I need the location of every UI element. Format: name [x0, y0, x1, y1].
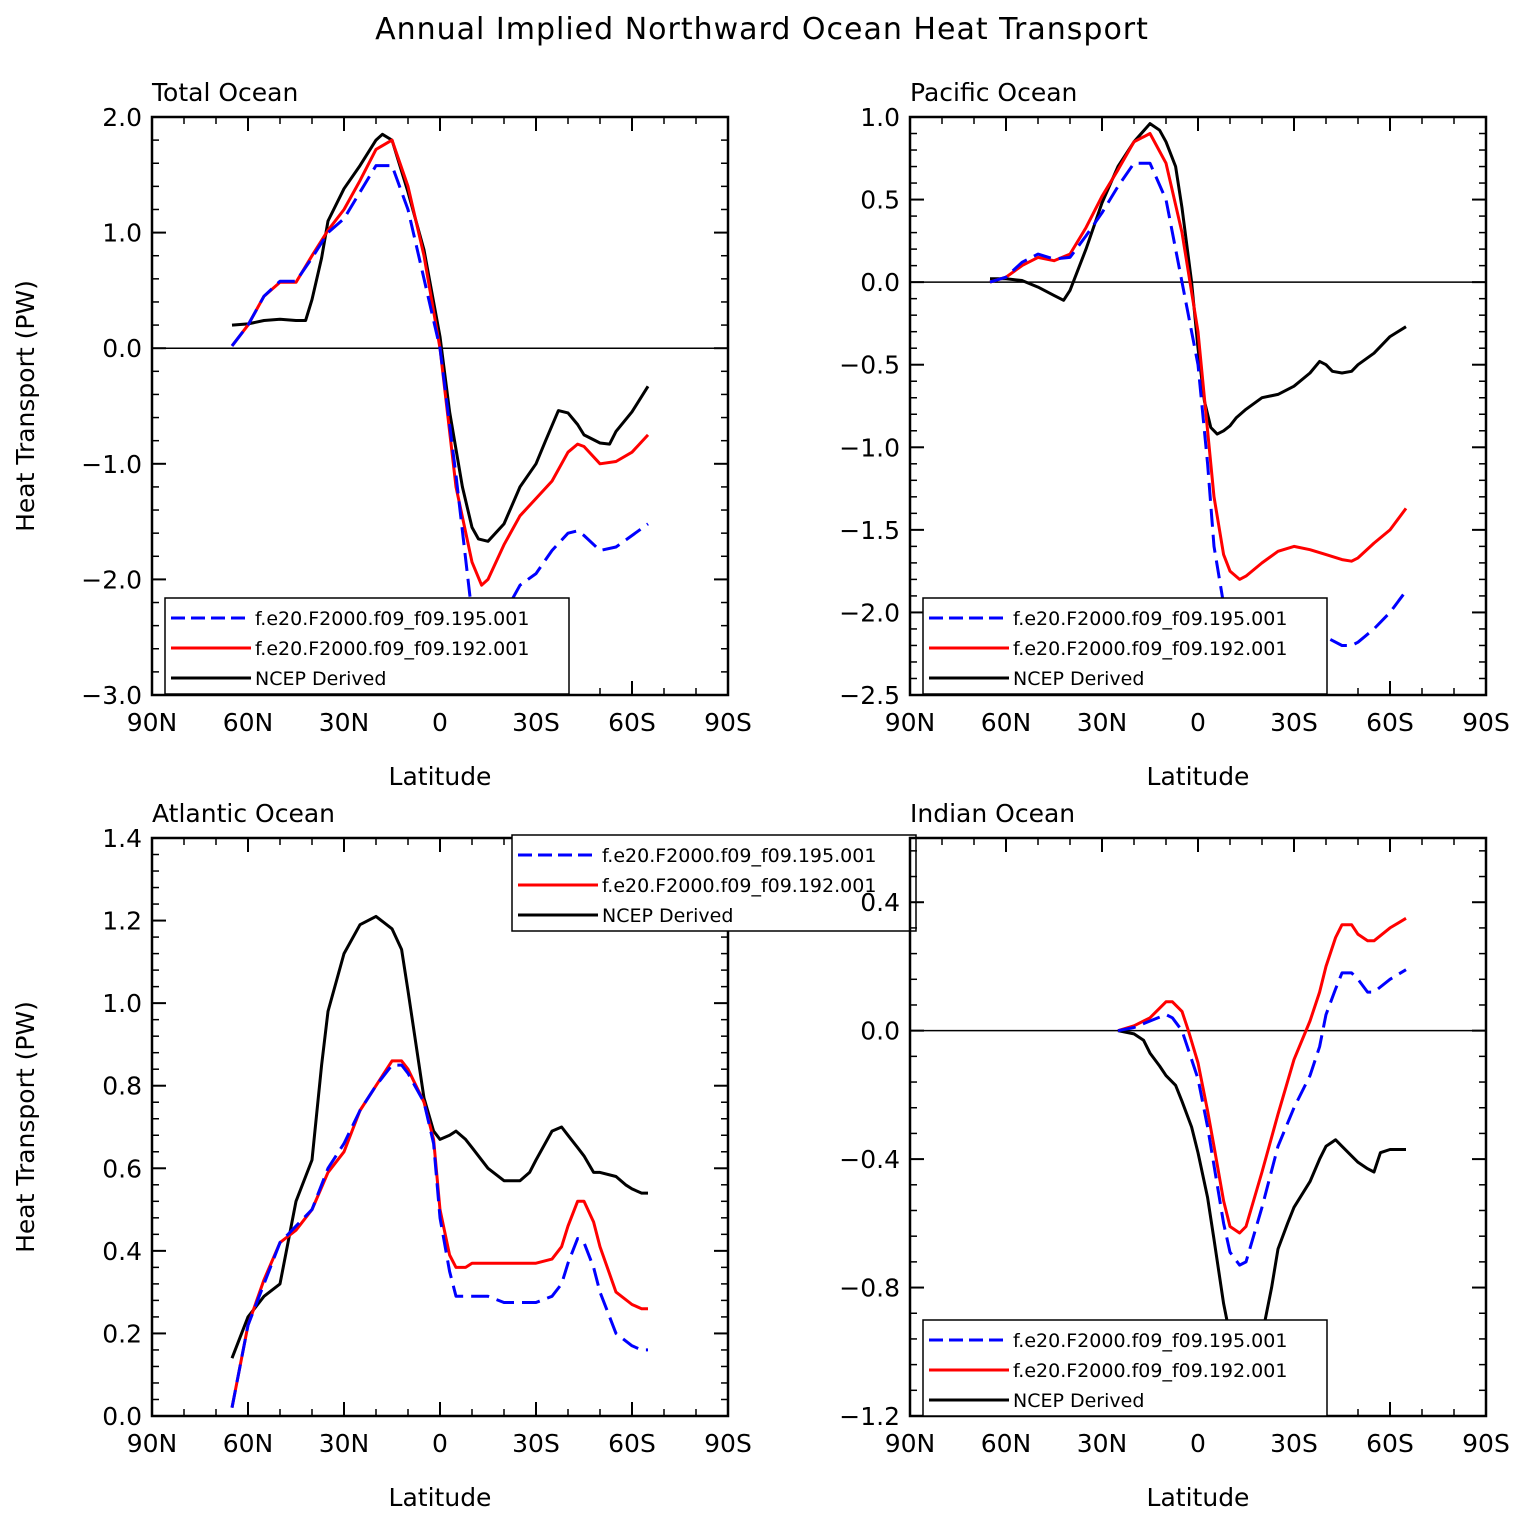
legend-label: f.e20.F2000.f09_f09.192.001	[1013, 638, 1287, 660]
x-tick-label: 90N	[127, 1429, 178, 1458]
main-title: Annual Implied Northward Ocean Heat Tran…	[375, 12, 1149, 47]
y-axis-label: Heat Transport (PW)	[11, 1001, 40, 1253]
series-line-2	[1117, 917, 1407, 1235]
x-tick-label: 60N	[981, 1429, 1032, 1458]
x-axis-label: Latitude	[1147, 762, 1250, 791]
x-tick-label: 90S	[1462, 708, 1510, 737]
y-tick-label: 0.5	[860, 186, 900, 215]
series-line-3	[1117, 1029, 1406, 1370]
legend: f.e20.F2000.f09_f09.195.001 f.e20.F2000.f…	[164, 597, 570, 695]
x-tick-label: 30S	[1270, 1429, 1318, 1458]
y-tick-label: 0.0	[860, 1017, 900, 1046]
y-tick-label: −0.8	[839, 1274, 900, 1303]
y-axis-label: Heat Transport (PW)	[11, 280, 40, 532]
legend: f.e20.F2000.f09_f09.195.001 f.e20.F2000.f…	[922, 1319, 1328, 1417]
y-tick-label: −1.2	[839, 1402, 900, 1431]
y-tick-label: −3.0	[81, 681, 142, 710]
x-tick-label: 30N	[319, 1429, 370, 1458]
y-tick-label: 0.8	[102, 1072, 142, 1101]
x-tick-label: 30S	[512, 1429, 560, 1458]
x-tick-label: 60N	[981, 708, 1032, 737]
panel-atlantic-ocean: Atlantic Ocean 90N 60N 30N 0 30S 60S 90S 0.0 0.2 0…	[11, 799, 917, 1512]
legend-label: f.e20.F2000.f09_f09.192.001	[1013, 1360, 1287, 1382]
panel-pacific-ocean: Pacific Ocean 90N 60N 30N 0 30S 60S 90S −2.5 −2.0…	[839, 78, 1510, 791]
y-tick-label: 1.2	[102, 907, 142, 936]
x-axis-label: Latitude	[389, 762, 492, 791]
legend-label: f.e20.F2000.f09_f09.192.001	[602, 875, 876, 897]
panel-total-ocean: Total Ocean 90N 60N 30N 0 30S 60S 90S −3.0 −2.0 −1…	[11, 78, 752, 791]
x-axis-label: Latitude	[1147, 1483, 1250, 1512]
y-tick-label: 0.0	[102, 1402, 142, 1431]
y-tick-label: 1.0	[102, 219, 142, 248]
x-tick-label: 30S	[512, 708, 560, 737]
y-tick-label: 1.0	[102, 989, 142, 1018]
y-tick-label: −2.0	[81, 565, 142, 594]
series-line-2	[230, 1059, 648, 1408]
legend: f.e20.F2000.f09_f09.195.001 f.e20.F2000.f…	[511, 834, 917, 932]
x-tick-label: 60S	[1366, 1429, 1414, 1458]
y-tick-label: −0.4	[839, 1145, 900, 1174]
panel-title: Atlantic Ocean	[152, 799, 335, 828]
legend-label: NCEP Derived	[602, 905, 733, 927]
x-tick-label: 60S	[608, 708, 656, 737]
panel-title: Total Ocean	[151, 78, 298, 107]
legend-label: NCEP Derived	[1013, 668, 1144, 690]
y-tick-label: 1.4	[102, 824, 142, 853]
y-tick-label: −1.0	[81, 450, 142, 479]
x-tick-label: 60N	[223, 1429, 274, 1458]
panel-title: Pacific Ocean	[910, 78, 1077, 107]
x-tick-label: 90N	[127, 708, 178, 737]
y-tick-label: 1.0	[860, 103, 900, 132]
series-line-1	[1117, 968, 1407, 1267]
y-tick-label: 2.0	[102, 103, 142, 132]
y-tick-label: 0.0	[102, 334, 142, 363]
x-axis-label: Latitude	[389, 1483, 492, 1512]
series-line-2	[989, 132, 1408, 581]
y-tick-label: 0.2	[102, 1319, 142, 1348]
y-tick-label: 0.4	[102, 1237, 142, 1266]
x-tick-label: 30S	[1270, 708, 1318, 737]
y-tick-label: 0.6	[102, 1154, 142, 1183]
x-tick-label: 90S	[704, 1429, 752, 1458]
legend-label: NCEP Derived	[1013, 1390, 1144, 1412]
y-tick-label: −2.0	[839, 598, 900, 627]
x-tick-label: 0	[1190, 708, 1206, 737]
x-tick-label: 0	[432, 1429, 448, 1458]
y-tick-label: 0.4	[860, 888, 900, 917]
legend-label: f.e20.F2000.f09_f09.195.001	[602, 845, 876, 867]
x-tick-label: 60S	[608, 1429, 656, 1458]
y-tick-label: −1.5	[839, 516, 900, 545]
series-line-1	[989, 161, 1408, 647]
panel-indian-ocean: Indian Ocean 90N 60N 30N 0 30S 60S 90S −1.2 −0.8 −…	[839, 799, 1510, 1512]
x-tick-label: 0	[432, 708, 448, 737]
x-tick-label: 30N	[319, 708, 370, 737]
y-tick-label: −0.5	[839, 351, 900, 380]
y-tick-label: −1.0	[839, 433, 900, 462]
x-tick-label: 90N	[885, 708, 936, 737]
series-line-3	[231, 132, 650, 543]
x-tick-label: 30N	[1077, 708, 1128, 737]
x-tick-label: 60N	[223, 708, 274, 737]
series-line-1	[230, 1063, 648, 1408]
legend-label: NCEP Derived	[255, 668, 386, 690]
legend-label: f.e20.F2000.f09_f09.195.001	[1013, 1330, 1287, 1352]
y-tick-label: 0.0	[860, 268, 900, 297]
series-line-3	[230, 914, 648, 1359]
legend: f.e20.F2000.f09_f09.195.001 f.e20.F2000.f…	[922, 597, 1328, 695]
legend-label: f.e20.F2000.f09_f09.195.001	[1013, 608, 1287, 630]
y-tick-label: −2.5	[839, 681, 900, 710]
series-line-3	[990, 122, 1407, 436]
panel-title: Indian Ocean	[910, 799, 1075, 828]
legend-label: f.e20.F2000.f09_f09.192.001	[255, 638, 529, 660]
x-tick-label: 0	[1190, 1429, 1206, 1458]
series-line-1	[230, 164, 649, 651]
x-tick-label: 90N	[885, 1429, 936, 1458]
x-tick-label: 90S	[704, 708, 752, 737]
x-tick-label: 60S	[1366, 708, 1414, 737]
legend-label: f.e20.F2000.f09_f09.195.001	[255, 608, 529, 630]
x-tick-label: 30N	[1077, 1429, 1128, 1458]
series-line-2	[230, 138, 650, 587]
x-tick-label: 90S	[1462, 1429, 1510, 1458]
